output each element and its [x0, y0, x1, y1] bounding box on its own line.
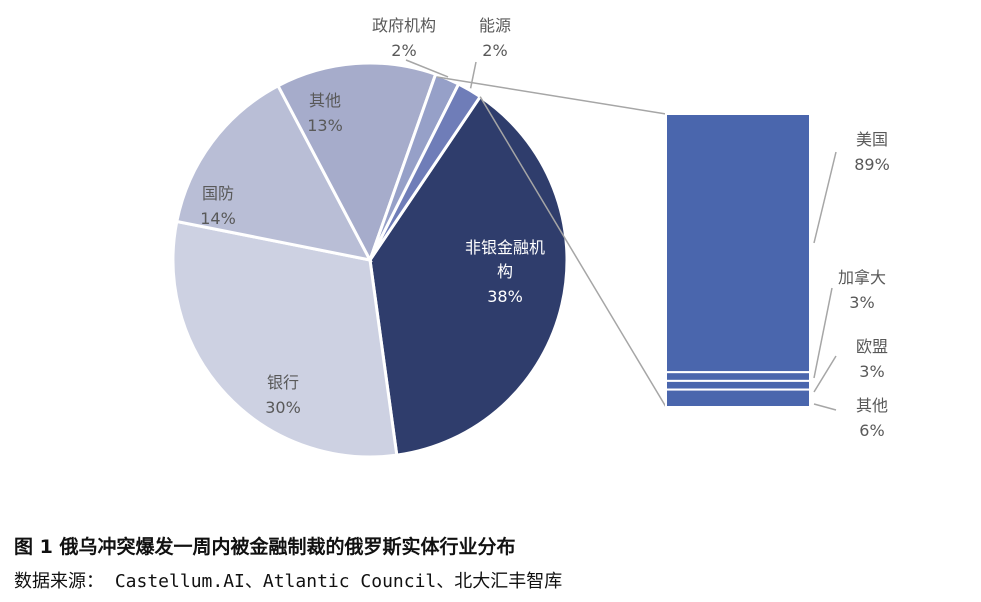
- pie-slice-label: 构: [497, 262, 513, 281]
- pie-slice: [175, 83, 373, 263]
- pie-slice-value: 13%: [307, 116, 343, 135]
- bar-segment-label: 加拿大: [838, 268, 886, 287]
- bar-segment: [665, 113, 811, 374]
- bar-segment-value: 6%: [859, 421, 884, 440]
- data-source: 数据来源： Castellum.AI、Atlantic Council、北大汇丰…: [14, 571, 563, 592]
- leader-line: [469, 61, 477, 89]
- bar-segment-value: 3%: [849, 293, 874, 312]
- connector-line: [479, 96, 667, 408]
- bar-segment-value: 89%: [854, 155, 890, 174]
- stacked-bar: [665, 113, 811, 408]
- pie-chart: [171, 61, 569, 459]
- pie-slice-value: 2%: [482, 41, 507, 60]
- pie-slice-label: 国防: [202, 184, 234, 203]
- bar-segment-label: 其他: [856, 396, 888, 415]
- bar-segment: [665, 388, 811, 408]
- pie-slice: [276, 61, 438, 264]
- pie-slice: [368, 82, 483, 261]
- figure-caption: 图 1 俄乌冲突爆发一周内被金融制裁的俄罗斯实体行业分布: [14, 536, 516, 558]
- bar-segment: [665, 379, 811, 391]
- pie-slice: [368, 94, 569, 457]
- pie-slice-value: 30%: [265, 398, 301, 417]
- pie-slice-value: 38%: [487, 287, 523, 306]
- pie-slice-value: 14%: [200, 209, 236, 228]
- bar-segment: [665, 371, 811, 382]
- leader-line: [405, 59, 449, 78]
- leader-line: [813, 287, 833, 379]
- connector-lines: [436, 76, 667, 408]
- pie-slice-label: 其他: [309, 91, 341, 110]
- bar-segment-label: 欧盟: [856, 337, 888, 356]
- pie-slice-label: 能源: [479, 16, 511, 35]
- connector-line: [436, 76, 667, 115]
- bar-segment-value: 3%: [859, 362, 884, 381]
- pie-slice-label: 政府机构: [372, 16, 436, 35]
- pie-slice-label: 银行: [267, 373, 299, 392]
- leader-line: [813, 403, 837, 411]
- leader-line: [813, 355, 837, 393]
- pie-slice-value: 2%: [391, 41, 416, 60]
- pie-slice-label: 非银金融机: [465, 238, 545, 257]
- bar-segment-label: 美国: [856, 130, 888, 149]
- leader-line: [813, 151, 837, 244]
- bar-labels: 美国 89% 加拿大 3% 欧盟 3% 其他 6%: [813, 130, 890, 440]
- pie-slice: [171, 219, 399, 459]
